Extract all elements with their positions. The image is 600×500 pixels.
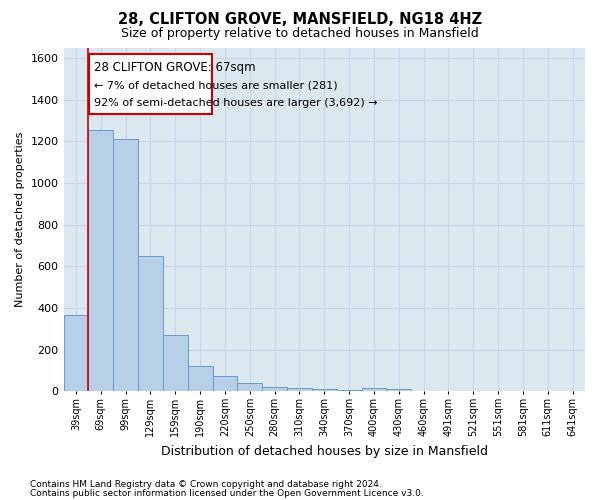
Text: Contains public sector information licensed under the Open Government Licence v3: Contains public sector information licen…: [30, 488, 424, 498]
Text: Contains HM Land Registry data © Crown copyright and database right 2024.: Contains HM Land Registry data © Crown c…: [30, 480, 382, 489]
Bar: [113, 139, 138, 391]
Bar: [312, 389, 337, 391]
Bar: [138, 256, 163, 391]
Bar: [188, 366, 212, 391]
Text: ← 7% of detached houses are smaller (281): ← 7% of detached houses are smaller (281…: [94, 80, 338, 90]
Bar: [64, 315, 88, 391]
Text: Size of property relative to detached houses in Mansfield: Size of property relative to detached ho…: [121, 28, 479, 40]
Y-axis label: Number of detached properties: Number of detached properties: [15, 132, 25, 307]
Bar: [287, 388, 312, 391]
Bar: [362, 388, 386, 391]
Bar: [163, 335, 188, 391]
X-axis label: Distribution of detached houses by size in Mansfield: Distribution of detached houses by size …: [161, 444, 488, 458]
Bar: [88, 130, 113, 391]
Text: 28 CLIFTON GROVE: 67sqm: 28 CLIFTON GROVE: 67sqm: [94, 60, 256, 74]
Bar: [212, 376, 238, 391]
Text: 28, CLIFTON GROVE, MANSFIELD, NG18 4HZ: 28, CLIFTON GROVE, MANSFIELD, NG18 4HZ: [118, 12, 482, 28]
Text: 92% of semi-detached houses are larger (3,692) →: 92% of semi-detached houses are larger (…: [94, 98, 378, 108]
Bar: [386, 389, 411, 391]
FancyBboxPatch shape: [89, 54, 212, 114]
Bar: [337, 390, 362, 391]
Bar: [262, 387, 287, 391]
Bar: [238, 383, 262, 391]
